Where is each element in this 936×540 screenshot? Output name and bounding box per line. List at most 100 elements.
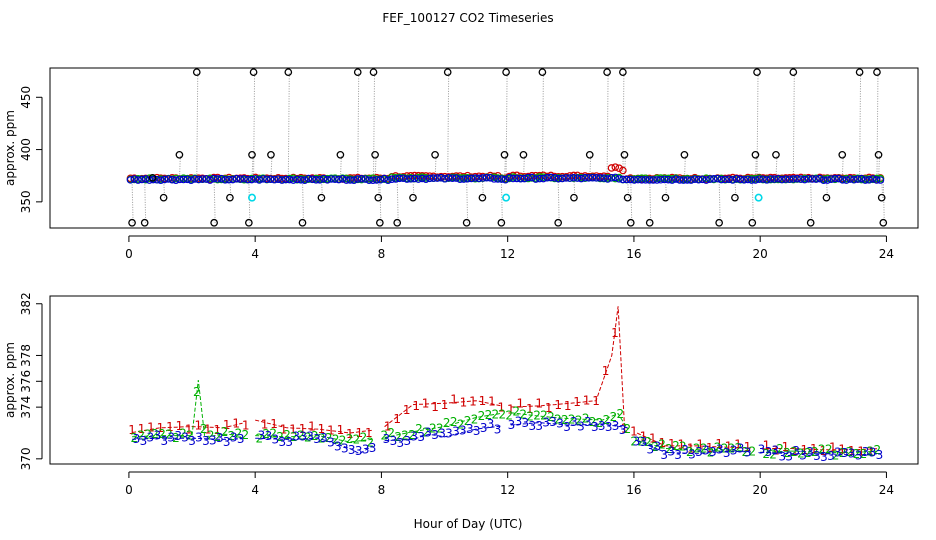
series-marker-2: 2 <box>415 422 423 436</box>
series-marker-3: 3 <box>667 445 675 459</box>
series-marker-3: 3 <box>577 420 585 434</box>
baseline-point <box>558 174 567 183</box>
baseline-point <box>141 175 150 183</box>
baseline-point <box>433 174 442 182</box>
baseline-point <box>732 174 741 183</box>
outlier-connector <box>178 154 181 180</box>
series-marker-3: 3 <box>806 445 814 459</box>
outlier-connector <box>248 179 251 223</box>
baseline-point <box>213 175 222 183</box>
series-marker-2: 2 <box>443 416 451 430</box>
baseline-point <box>285 175 294 184</box>
series-marker-1: 1 <box>772 444 780 458</box>
outlier-connector <box>622 72 625 180</box>
series-marker-1: 1 <box>176 419 184 433</box>
series-marker-1: 1 <box>498 401 506 415</box>
top-plot-area <box>126 68 888 227</box>
baseline-point <box>622 175 631 184</box>
baseline-point <box>562 174 570 182</box>
series-marker-1: 1 <box>327 424 335 438</box>
series-marker-3: 3 <box>535 419 543 433</box>
baseline-point <box>615 175 623 183</box>
outlier-point <box>374 193 383 202</box>
series-marker-2: 2 <box>728 442 736 456</box>
baseline-point <box>717 175 726 184</box>
baseline-point <box>857 174 866 183</box>
series-marker-1: 1 <box>810 442 818 456</box>
baseline-point <box>217 174 226 183</box>
baseline-point <box>323 176 332 184</box>
series-marker-1: 1 <box>365 426 373 440</box>
baseline-point <box>422 175 430 184</box>
baseline-point <box>611 173 620 182</box>
outlier-connector <box>718 179 721 223</box>
outlier-connector <box>606 72 609 180</box>
baseline-point <box>588 173 597 182</box>
baseline-point <box>763 176 771 184</box>
baseline-point <box>596 174 604 182</box>
series-marker-2: 2 <box>721 442 729 456</box>
baseline-point <box>846 175 854 183</box>
baseline-point <box>812 175 820 183</box>
series-marker-3: 3 <box>424 425 432 439</box>
baseline-point <box>638 175 646 184</box>
series-marker-3: 3 <box>542 416 550 430</box>
baseline-point <box>425 174 434 183</box>
series-marker-3: 3 <box>848 447 856 461</box>
outlier-point <box>620 150 629 159</box>
outlier-connector <box>339 154 342 180</box>
series-marker-3: 3 <box>133 432 141 446</box>
series-marker-2: 2 <box>797 446 805 460</box>
baseline-point <box>751 176 760 184</box>
outlier-point <box>877 193 886 202</box>
baseline-point <box>505 173 514 182</box>
baseline-point <box>649 176 657 184</box>
series-marker-3: 3 <box>410 430 418 444</box>
outlier-connector <box>447 72 450 180</box>
baseline-point <box>634 175 642 184</box>
x-tick-label: 16 <box>626 483 641 497</box>
outlier-connector <box>302 179 305 223</box>
series-marker-2: 2 <box>714 440 722 454</box>
outlier-connector <box>751 179 754 223</box>
baseline-point <box>353 175 362 183</box>
baseline-point <box>876 176 885 184</box>
series-marker-3: 3 <box>862 445 870 459</box>
series-marker-2: 2 <box>575 414 583 428</box>
baseline-point <box>293 175 301 184</box>
baseline-point <box>316 176 324 184</box>
outlier-connector <box>270 154 273 180</box>
outlier-point <box>393 218 402 227</box>
top-x-axis: 0 4 8 12 16 20 24 <box>125 235 894 261</box>
outlier-connector <box>251 154 254 180</box>
outlier-connector <box>287 72 290 180</box>
series-marker-2: 2 <box>644 435 652 449</box>
series-marker-3: 3 <box>772 444 780 458</box>
outlier-point <box>879 218 888 227</box>
baseline-point <box>467 174 476 183</box>
baseline-point <box>361 175 370 183</box>
baseline-point <box>376 175 385 184</box>
outlier-point <box>751 150 760 159</box>
baseline-point <box>728 176 737 184</box>
outlier-connector <box>859 72 862 180</box>
outlier-connector <box>810 179 813 223</box>
outlier-connector <box>541 72 544 180</box>
series-marker-1: 1 <box>356 426 364 440</box>
series-marker-1: 1 <box>611 326 619 340</box>
series-marker-1: 1 <box>734 438 742 452</box>
series-marker-1: 1 <box>801 443 809 457</box>
chart-title: FEF_100127 CO2 Timeseries <box>382 11 553 25</box>
series-marker-1: 1 <box>516 397 524 411</box>
series-marker-3: 3 <box>320 431 328 445</box>
series-marker-1: 1 <box>621 422 629 436</box>
series-marker-1: 1 <box>232 417 240 431</box>
outlier-connector <box>522 154 525 180</box>
outlier-point <box>140 218 149 227</box>
outlier-point <box>519 150 528 159</box>
series-marker-1: 1 <box>592 394 600 408</box>
baseline-point <box>501 175 510 184</box>
series-marker-3: 3 <box>140 434 148 448</box>
series-marker-3: 3 <box>202 434 210 448</box>
